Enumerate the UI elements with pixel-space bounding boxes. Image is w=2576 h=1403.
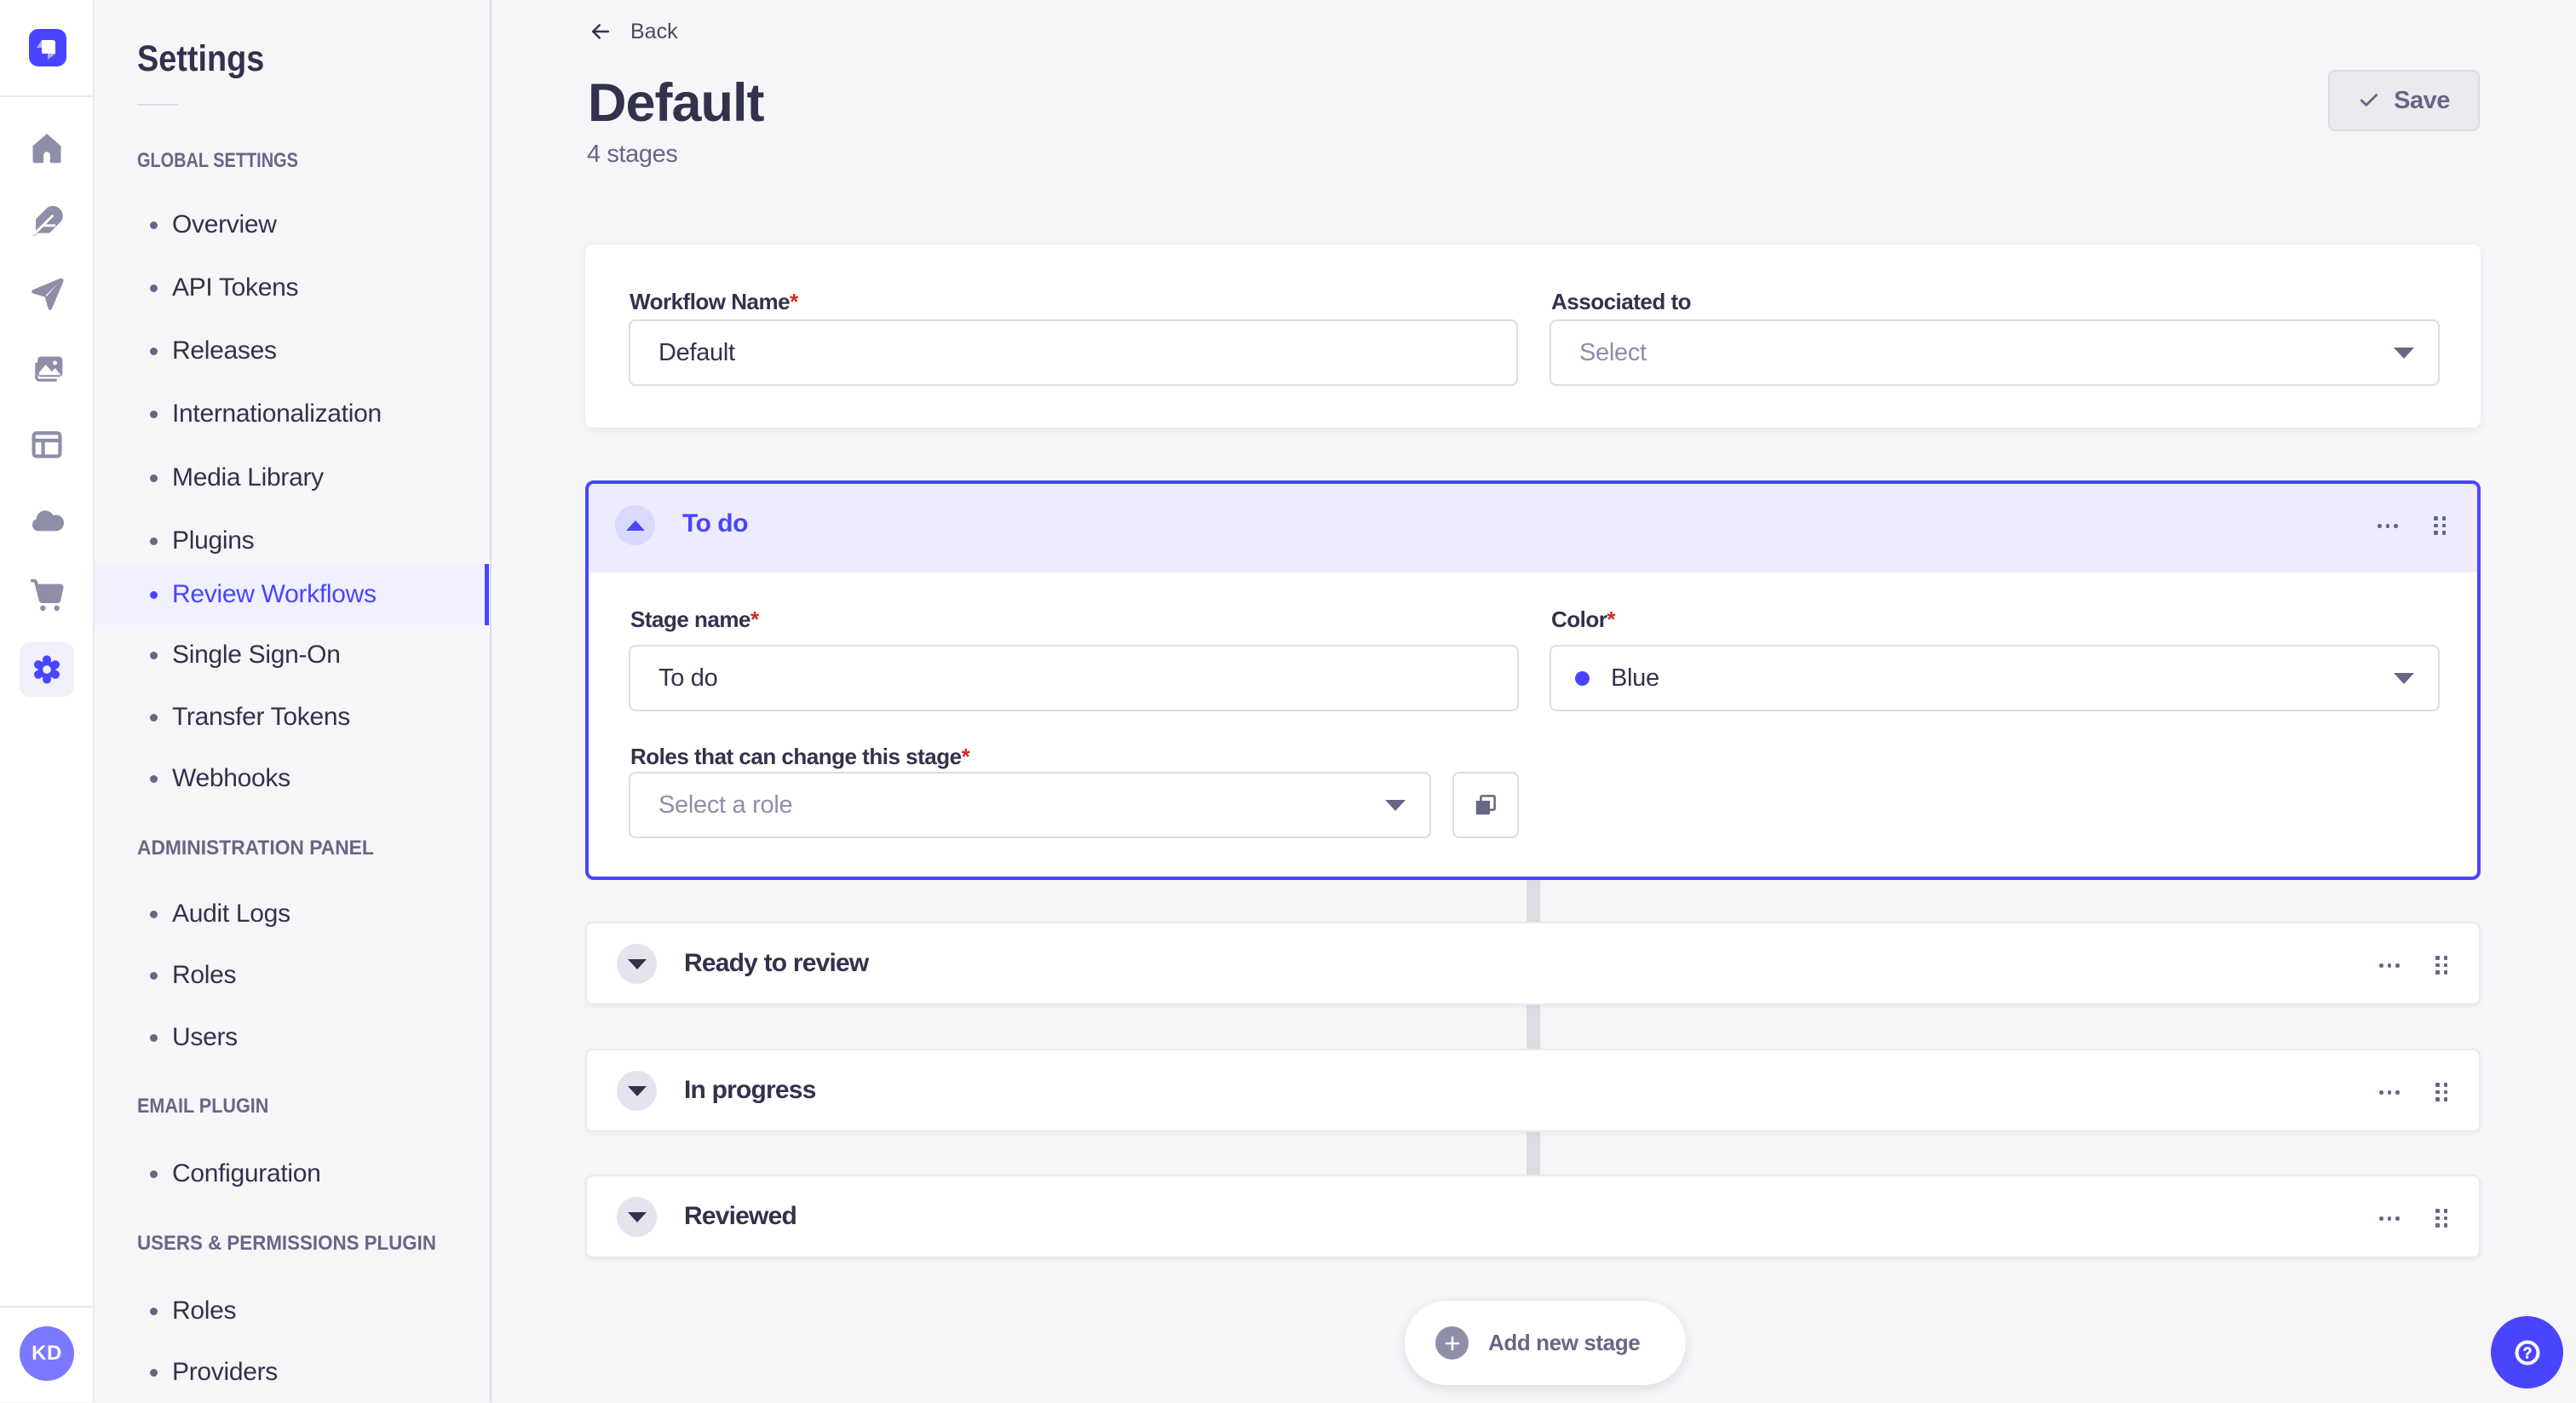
svg-text:?: ? [2522,1344,2532,1361]
